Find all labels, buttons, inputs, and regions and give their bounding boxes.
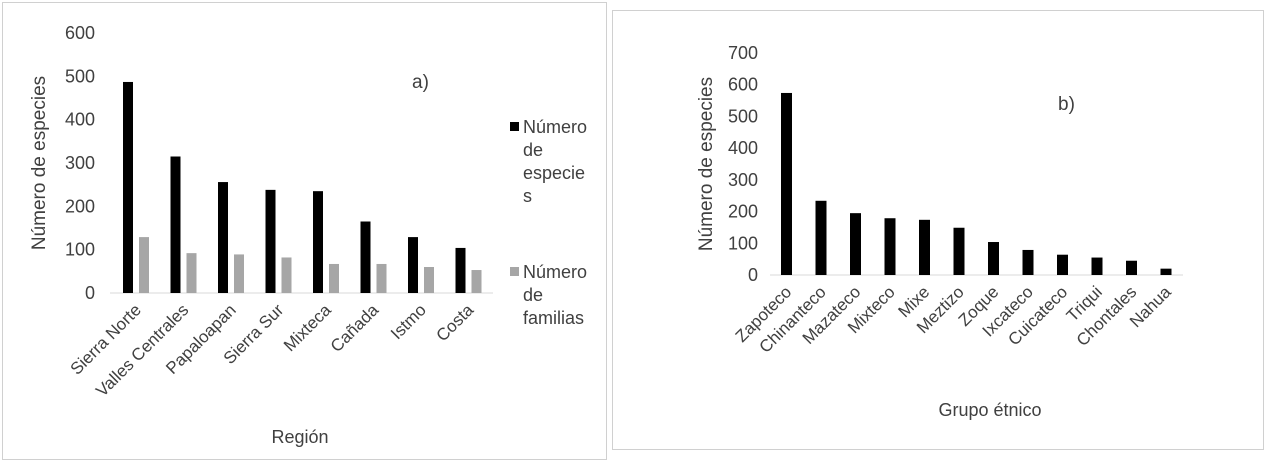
chart-b-y-tick-label: 600	[728, 75, 758, 95]
chart-a-legend-label: familias	[523, 308, 584, 328]
chart-a-y-tick-label: 600	[65, 23, 95, 43]
chart-b-y-tick-label: 300	[728, 170, 758, 190]
chart-a-bar-especies	[360, 221, 371, 293]
chart-b-bar-especies	[1091, 257, 1103, 275]
chart-b-y-tick-label: 700	[728, 43, 758, 63]
chart-b-bar-especies	[1160, 268, 1172, 275]
chart-b-y-tick-label: 400	[728, 138, 758, 158]
chart-a-y-tick-label: 0	[85, 283, 95, 303]
chart-a-y-axis-title: Número de especies	[29, 76, 50, 250]
chart-b-bar-especies	[919, 219, 930, 275]
chart-b-y-axis-title: Número de especies	[696, 77, 717, 251]
chart-b-bar-especies	[988, 242, 999, 275]
chart-a-panel-label: a)	[412, 72, 429, 93]
chart-a-x-tick-label: Costa	[432, 300, 477, 345]
chart-b-bar-especies	[1022, 249, 1034, 275]
chart-a-x-tick-label: Istmo	[387, 300, 430, 343]
chart-a-bar-especies	[455, 247, 466, 293]
chart-a-bar-familias	[281, 257, 292, 293]
chart-a-bar-familias	[424, 267, 434, 293]
chart-a-y-tick-label: 200	[65, 196, 95, 216]
chart-b-x-axis-title: Grupo étnico	[938, 400, 1041, 420]
chart-a-bar-especies	[123, 81, 133, 293]
chart-a-legend-label: s	[523, 186, 532, 206]
chart-b-bar-especies	[1126, 260, 1137, 275]
chart-a-legend-label: especie	[523, 163, 585, 183]
chart-b-bar-especies	[953, 227, 965, 275]
chart-a-bar-familias	[471, 270, 482, 293]
chart-a-bar-familias	[139, 237, 149, 293]
chart-a-legend-label: Número	[523, 117, 587, 137]
chart-a-bar-especies	[218, 182, 228, 293]
chart-a-x-axis-title: Región	[271, 427, 328, 447]
chart-a-bar-especies	[170, 156, 181, 293]
chart-a-x-tick-label: Cañada	[327, 300, 383, 356]
chart-a-bar-familias	[329, 263, 339, 293]
chart-a-panel	[2, 2, 607, 460]
chart-b-panel-label: b)	[1058, 94, 1075, 115]
chart-a-legend-label: Número	[523, 262, 587, 282]
chart-b-y-tick-label: 200	[728, 202, 758, 222]
chart-a-bar-especies	[265, 189, 276, 293]
chart-b-bar-especies	[781, 92, 792, 276]
chart-b-bar-especies	[815, 200, 827, 275]
chart-a-bar-familias	[376, 263, 387, 293]
chart-a-bar-familias	[186, 253, 197, 293]
chart-a-x-tick-label: Mixteca	[280, 300, 335, 355]
chart-b-y-tick-label: 100	[728, 233, 758, 253]
chart-a-legend-swatch	[510, 267, 519, 276]
chart-b-bar-especies	[850, 213, 861, 275]
chart-b-y-tick-label: 0	[748, 265, 758, 285]
chart-a-y-tick-label: 400	[65, 110, 95, 130]
chart-a-bar-especies	[408, 237, 418, 293]
chart-a-legend-swatch	[510, 122, 519, 131]
chart-a-bar-especies	[313, 191, 323, 293]
chart-b-bar-especies	[1057, 254, 1068, 275]
chart-a-legend-label: de	[523, 285, 543, 305]
chart-b-y-tick-label: 500	[728, 106, 758, 126]
chart-b-panel	[612, 10, 1264, 450]
chart-a-y-tick-label: 500	[65, 66, 95, 86]
chart-b-bar-especies	[884, 218, 896, 275]
chart-a-legend-label: de	[523, 140, 543, 160]
chart-a-bar-familias	[234, 254, 244, 293]
chart-a-y-tick-label: 300	[65, 153, 95, 173]
chart-a-y-tick-label: 100	[65, 240, 95, 260]
